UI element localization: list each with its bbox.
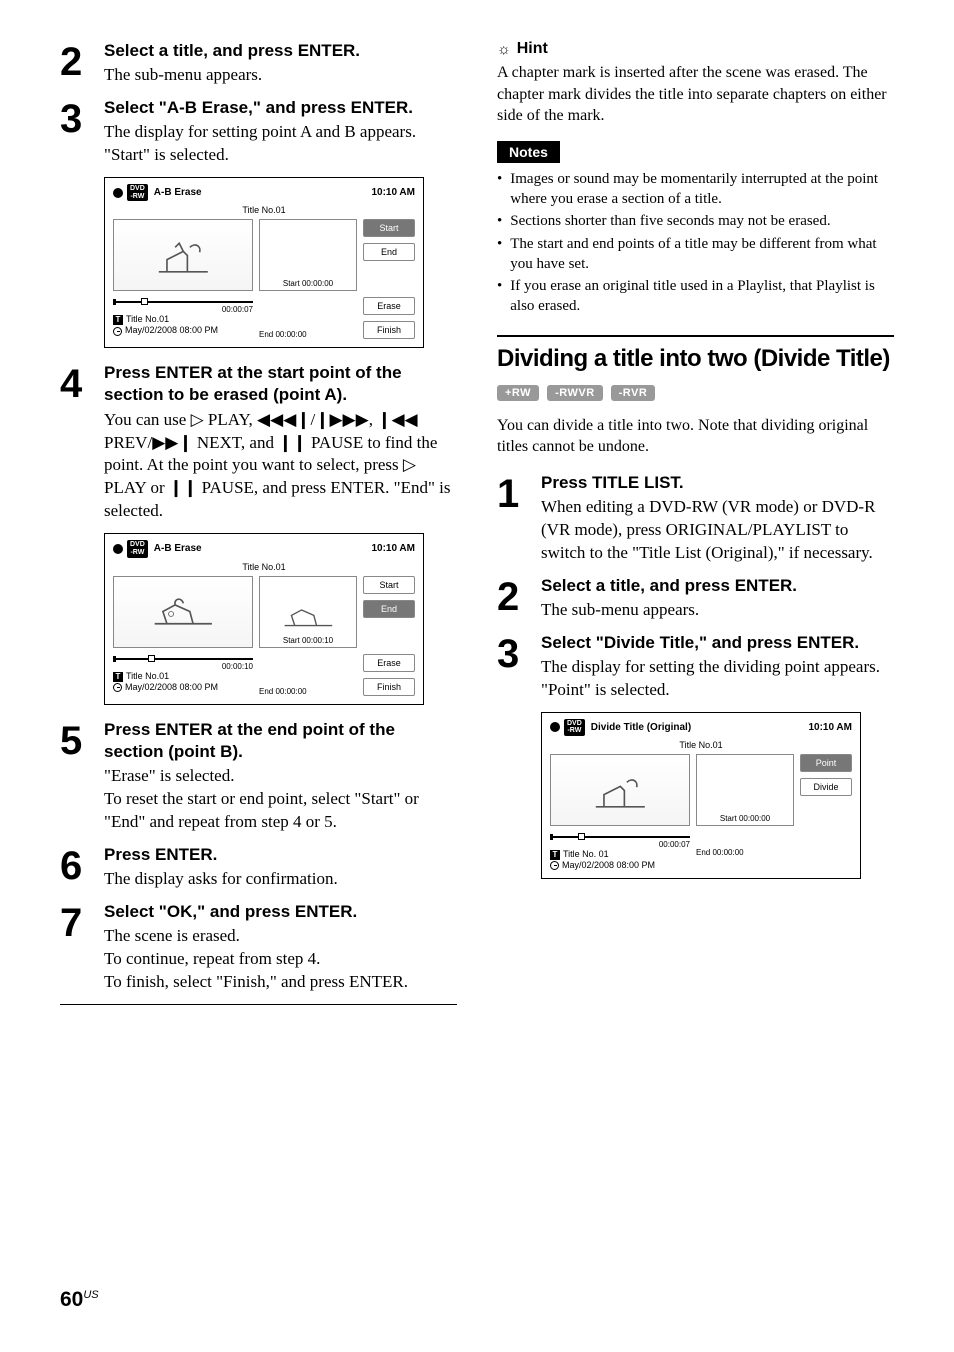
step-desc: The sub-menu appears. [104,64,457,87]
start-button[interactable]: Start [363,576,415,594]
disc-badge: -RWVR [547,385,603,401]
step-title: Select a title, and press ENTER. [104,40,457,62]
step-title: Press TITLE LIST. [541,472,894,494]
notes-list: Images or sound may be momentarily inter… [497,169,894,317]
step-7: 7 Select "OK," and press ENTER. The scen… [60,901,457,1005]
step-5: 5 Press ENTER at the end point of the se… [60,719,457,834]
note-item: The start and end points of a title may … [497,234,894,275]
preview-start: Start 00:00:00 [259,219,357,291]
osd-clock: 10:10 AM [371,187,415,198]
title-icon: T [113,672,123,682]
divide-button[interactable]: Divide [800,778,852,796]
hint-header: ☼ Hint [497,40,894,58]
note-item: If you erase an original title used in a… [497,276,894,317]
step-number: 5 [60,719,104,761]
progress-bar [113,301,253,303]
end-time-label: End 00:00:00 [259,654,357,696]
step-3-r: 3 Select "Divide Title," and press ENTER… [497,632,894,702]
end-button[interactable]: End [363,600,415,618]
erase-button[interactable]: Erase [363,297,415,315]
osd-title: A-B Erase [154,187,202,198]
clock-icon [113,327,122,336]
osd-screen-divide: DVD-RW Divide Title (Original) 10:10 AM … [541,712,861,880]
step-title: Press ENTER at the start point of the se… [104,362,457,406]
note-item: Sections shorter than five seconds may n… [497,211,894,231]
osd-subtitle: Title No.01 [113,562,415,572]
step-desc: The display asks for confirmation. [104,868,457,891]
notes-label: Notes [497,141,560,163]
dvd-badge: DVD-RW [127,540,148,557]
end-time-label: End 00:00:00 [696,832,794,857]
finish-button[interactable]: Finish [363,321,415,339]
step-title: Press ENTER. [104,844,457,866]
page-number: 60US [60,1288,99,1312]
start-button[interactable]: Start [363,219,415,237]
osd-subtitle: Title No.01 [550,740,852,750]
step-number: 6 [60,844,104,886]
step-1-r: 1 Press TITLE LIST. When editing a DVD-R… [497,472,894,565]
disc-badge: +RW [497,385,539,401]
osd-subtitle: Title No.01 [113,205,415,215]
dvd-badge: DVD-RW [564,719,585,736]
record-icon [113,188,123,198]
dvd-badge: DVD-RW [127,184,148,201]
step-title: Select "Divide Title," and press ENTER. [541,632,894,654]
osd-screen-ab-erase-1: DVD-RW A-B Erase 10:10 AM Title No.01 St… [104,177,424,348]
step-title: Select a title, and press ENTER. [541,575,894,597]
title-icon: T [550,850,560,860]
step-desc: The display for setting point A and B ap… [104,121,457,167]
section-title: Dividing a title into two (Divide Title) [497,335,894,373]
preview-thumbnail [113,576,253,648]
step-desc: When editing a DVD-RW (VR mode) or DVD-R… [541,496,894,565]
step-title: Select "OK," and press ENTER. [104,901,457,923]
hint-text: A chapter mark is inserted after the sce… [497,62,894,127]
preview-thumbnail [113,219,253,291]
end-button[interactable]: End [363,243,415,261]
step-title: Press ENTER at the end point of the sect… [104,719,457,763]
disc-badges: +RW -RWVR -RVR [497,385,894,401]
hint-label: Hint [517,40,548,58]
osd-screen-ab-erase-2: DVD-RW A-B Erase 10:10 AM Title No.01 St… [104,533,424,704]
step-3: 3 Select "A-B Erase," and press ENTER. T… [60,97,457,167]
osd-title: Divide Title (Original) [591,722,691,733]
step-number: 1 [497,472,541,514]
clock-icon [550,861,559,870]
osd-clock: 10:10 AM [371,543,415,554]
progress-bar [113,658,253,660]
record-icon [550,722,560,732]
step-4: 4 Press ENTER at the start point of the … [60,362,457,523]
step-desc: The sub-menu appears. [541,599,894,622]
step-title: Select "A-B Erase," and press ENTER. [104,97,457,119]
step-desc: The scene is erased. To continue, repeat… [104,925,457,994]
point-button[interactable]: Point [800,754,852,772]
step-number: 2 [60,40,104,82]
step-desc: "Erase" is selected. To reset the start … [104,765,457,834]
step-6: 6 Press ENTER. The display asks for conf… [60,844,457,891]
osd-title: A-B Erase [154,543,202,554]
preview-thumbnail [550,754,690,826]
step-desc: The display for setting the dividing poi… [541,656,894,702]
title-icon: T [113,315,123,325]
clock-icon [113,683,122,692]
section-intro: You can divide a title into two. Note th… [497,415,894,458]
progress-bar [550,836,690,838]
end-time-label: End 00:00:00 [259,297,357,339]
hint-icon: ☼ [497,41,511,58]
osd-clock: 10:10 AM [808,722,852,733]
step-2: 2 Select a title, and press ENTER. The s… [60,40,457,87]
step-number: 7 [60,901,104,943]
preview-start: Start 00:00:10 [259,576,357,648]
step-number: 2 [497,575,541,617]
erase-button[interactable]: Erase [363,654,415,672]
step-number: 4 [60,362,104,404]
step-number: 3 [60,97,104,139]
step-2-r: 2 Select a title, and press ENTER. The s… [497,575,894,622]
preview-start: Start 00:00:00 [696,754,794,826]
note-item: Images or sound may be momentarily inter… [497,169,894,210]
record-icon [113,544,123,554]
step-number: 3 [497,632,541,674]
disc-badge: -RVR [611,385,656,401]
step-desc: You can use ▷ PLAY, ◀◀◀❙/❙▶▶▶, ❙◀◀ PREV/… [104,409,457,524]
finish-button[interactable]: Finish [363,678,415,696]
